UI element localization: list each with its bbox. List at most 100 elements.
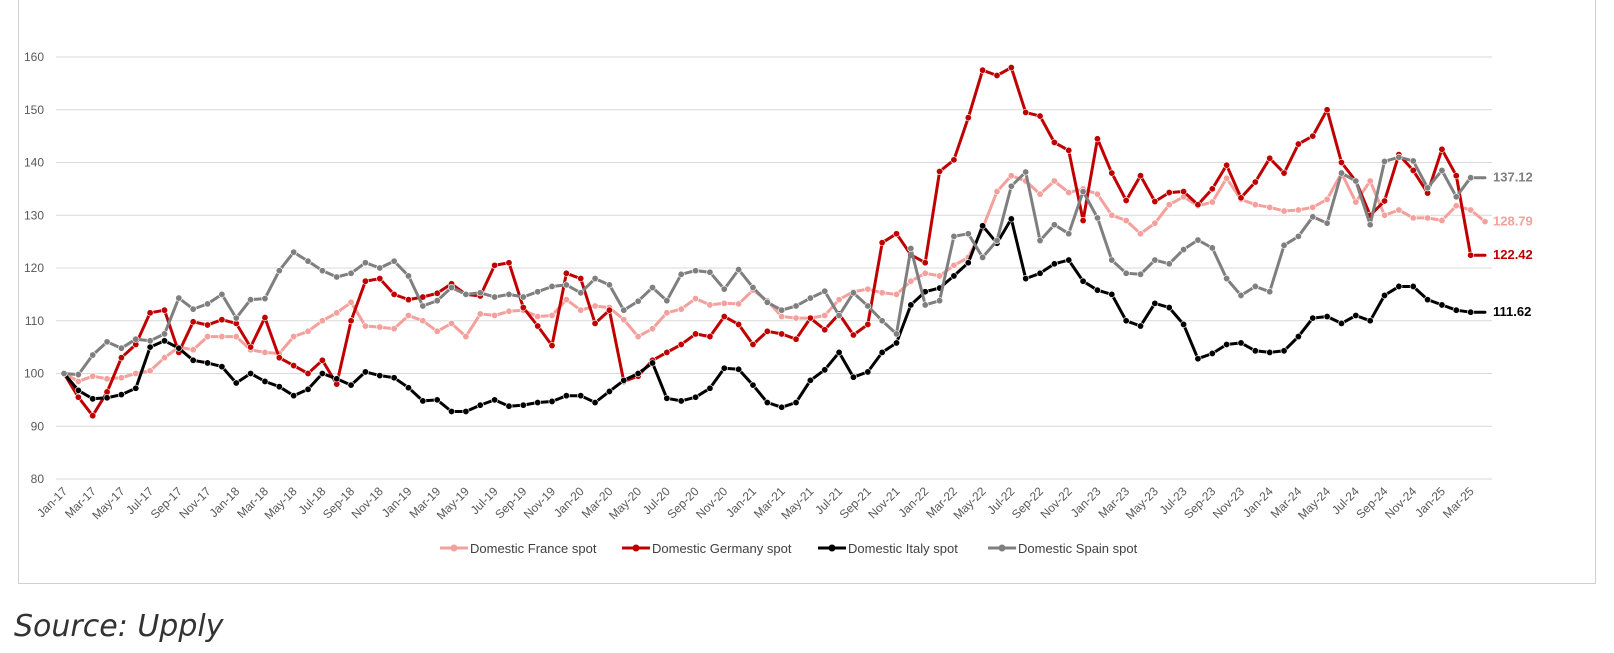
- data-point: [304, 327, 312, 335]
- data-point: [333, 309, 341, 317]
- data-point: [1122, 317, 1130, 325]
- data-point: [404, 272, 412, 280]
- data-point: [519, 401, 527, 409]
- data-point: [1108, 211, 1116, 219]
- data-point: [620, 316, 628, 324]
- data-point: [821, 326, 829, 334]
- data-point: [792, 314, 800, 322]
- data-point: [849, 289, 857, 297]
- data-point: [964, 259, 972, 267]
- data-point: [160, 354, 168, 362]
- data-point: [160, 330, 168, 338]
- data-point: [1467, 206, 1475, 214]
- data-point: [1050, 177, 1058, 185]
- data-point: [491, 311, 499, 319]
- data-point: [605, 281, 613, 289]
- data-point: [1409, 157, 1417, 165]
- data-point: [864, 285, 872, 293]
- data-point: [74, 386, 82, 394]
- data-point: [1481, 218, 1489, 226]
- data-point: [1424, 296, 1432, 304]
- data-point: [261, 314, 269, 322]
- data-point: [1065, 256, 1073, 264]
- data-point: [1309, 203, 1317, 211]
- data-point: [706, 301, 714, 309]
- data-point: [1409, 282, 1417, 290]
- data-point: [347, 381, 355, 389]
- data-point: [189, 356, 197, 364]
- y-tick-label: 150: [24, 103, 44, 117]
- data-point: [261, 295, 269, 303]
- data-point: [1251, 201, 1259, 209]
- legend-label: Domestic Germany spot: [652, 541, 792, 556]
- data-point: [304, 385, 312, 393]
- data-point: [1007, 215, 1015, 223]
- data-point: [1280, 241, 1288, 249]
- data-point: [921, 269, 929, 277]
- data-point: [577, 392, 585, 400]
- data-point: [950, 272, 958, 280]
- data-point: [347, 298, 355, 306]
- data-point: [1108, 290, 1116, 298]
- data-point: [1352, 177, 1360, 185]
- x-tick-label: Mar-25: [1440, 484, 1477, 521]
- data-point: [275, 354, 283, 362]
- data-point: [878, 317, 886, 325]
- data-point: [821, 366, 829, 374]
- data-point: [1381, 197, 1389, 205]
- data-point: [1424, 184, 1432, 192]
- data-point: [376, 264, 384, 272]
- series-line-3: [62, 217, 1487, 413]
- data-point: [89, 372, 97, 380]
- data-point: [1108, 169, 1116, 177]
- data-point: [1237, 339, 1245, 347]
- data-point: [562, 296, 570, 304]
- data-point: [433, 327, 441, 335]
- data-point: [692, 393, 700, 401]
- data-point: [1137, 230, 1145, 238]
- data-point: [247, 343, 255, 351]
- data-point: [720, 313, 728, 321]
- data-point: [849, 373, 857, 381]
- data-point: [1266, 288, 1274, 296]
- data-point: [950, 232, 958, 240]
- data-point: [677, 305, 685, 313]
- data-point: [1151, 198, 1159, 206]
- data-point: [74, 371, 82, 379]
- series-line-1: [62, 171, 1487, 383]
- data-point: [979, 66, 987, 74]
- data-point: [548, 397, 556, 405]
- data-point: [1323, 219, 1331, 227]
- data-point: [993, 188, 1001, 196]
- data-point: [1438, 217, 1446, 225]
- data-point: [89, 412, 97, 420]
- data-point: [706, 268, 714, 276]
- x-tick-label: May-19: [434, 484, 472, 522]
- data-point: [204, 321, 212, 329]
- data-point: [562, 392, 570, 400]
- data-point: [1165, 189, 1173, 197]
- data-point: [1366, 317, 1374, 325]
- data-point: [1409, 214, 1417, 222]
- data-point: [1223, 161, 1231, 169]
- data-point: [1007, 182, 1015, 190]
- data-point: [261, 348, 269, 356]
- data-point: [1438, 166, 1446, 174]
- data-point: [893, 339, 901, 347]
- data-point: [404, 311, 412, 319]
- data-point: [204, 300, 212, 308]
- data-point: [677, 340, 685, 348]
- data-point: [304, 257, 312, 265]
- data-point: [979, 222, 987, 230]
- data-point: [1366, 177, 1374, 185]
- data-point: [577, 275, 585, 283]
- data-point: [1050, 138, 1058, 146]
- data-point: [663, 309, 671, 317]
- data-point: [462, 407, 470, 415]
- data-point: [1395, 153, 1403, 161]
- data-point: [1467, 251, 1475, 259]
- x-tick-label: Nov-23: [1210, 484, 1247, 521]
- data-point: [361, 259, 369, 267]
- data-point: [232, 333, 240, 341]
- data-point: [979, 253, 987, 261]
